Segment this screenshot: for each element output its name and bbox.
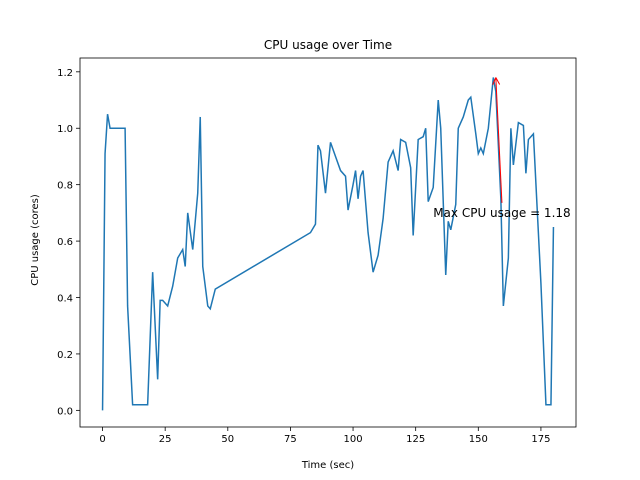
y-tick-label: 0.2: [57, 350, 73, 361]
plot-frame: [79, 57, 577, 428]
x-tick-label: 125: [406, 434, 425, 445]
x-tick-label: 75: [284, 434, 297, 445]
x-axis-label: Time (sec): [301, 460, 354, 471]
y-tick-label: 1.0: [57, 124, 73, 135]
x-tick-label: 100: [344, 434, 363, 445]
annotation-arrow: [495, 77, 503, 203]
y-tick-label: 0.4: [57, 294, 73, 305]
y-tick-label: 0.0: [57, 406, 73, 417]
y-tick-label: 0.6: [57, 237, 73, 248]
y-tick-label: 0.8: [57, 181, 73, 192]
chart-title: CPU usage over Time: [264, 38, 392, 52]
x-tick-label: 175: [531, 434, 550, 445]
y-tick-label: 1.2: [57, 68, 73, 79]
y-axis-label: CPU usage (cores): [30, 194, 41, 286]
x-tick-label: 50: [221, 434, 234, 445]
annotation-text: Max CPU usage = 1.18: [433, 206, 570, 220]
x-tick-label: 150: [469, 434, 488, 445]
x-tick-label: 0: [99, 434, 105, 445]
x-tick-label: 25: [159, 434, 172, 445]
annotation-arrowhead: [492, 77, 501, 86]
data-line: [101, 77, 555, 411]
